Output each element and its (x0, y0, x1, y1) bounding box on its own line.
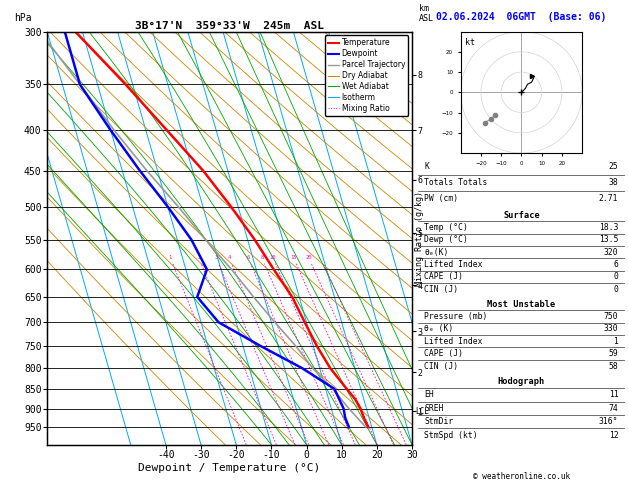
Text: 330: 330 (604, 324, 618, 333)
Text: Mixing Ratio (g/kg): Mixing Ratio (g/kg) (415, 191, 424, 286)
Text: 4: 4 (228, 255, 231, 260)
Text: Lifted Index: Lifted Index (425, 260, 483, 269)
Text: θₑ(K): θₑ(K) (425, 248, 449, 257)
Text: 20: 20 (306, 255, 312, 260)
Text: StmSpd (kt): StmSpd (kt) (425, 431, 478, 439)
Text: CAPE (J): CAPE (J) (425, 349, 464, 358)
Text: Hodograph: Hodograph (498, 377, 545, 386)
Text: 6: 6 (247, 255, 250, 260)
Text: kt: kt (465, 37, 475, 47)
Text: StmDir: StmDir (425, 417, 454, 426)
Text: EH: EH (425, 390, 434, 399)
Text: 02.06.2024  06GMT  (Base: 06): 02.06.2024 06GMT (Base: 06) (437, 12, 606, 22)
Text: 6: 6 (613, 260, 618, 269)
Text: CIN (J): CIN (J) (425, 285, 459, 294)
Text: Temp (°C): Temp (°C) (425, 223, 469, 232)
Text: 38: 38 (609, 178, 618, 187)
Text: 74: 74 (609, 404, 618, 413)
Text: 12: 12 (609, 431, 618, 439)
Text: θₑ (K): θₑ (K) (425, 324, 454, 333)
Text: 1: 1 (613, 337, 618, 346)
Legend: Temperature, Dewpoint, Parcel Trajectory, Dry Adiabat, Wet Adiabat, Isotherm, Mi: Temperature, Dewpoint, Parcel Trajectory… (325, 35, 408, 116)
Text: Pressure (mb): Pressure (mb) (425, 312, 488, 321)
Text: PW (cm): PW (cm) (425, 194, 459, 203)
Text: Totals Totals: Totals Totals (425, 178, 488, 187)
Text: hPa: hPa (14, 13, 32, 23)
Text: 750: 750 (604, 312, 618, 321)
Text: 2.71: 2.71 (599, 194, 618, 203)
Text: 3: 3 (214, 255, 218, 260)
Text: 59: 59 (609, 349, 618, 358)
Text: 0: 0 (613, 273, 618, 281)
Text: Surface: Surface (503, 210, 540, 220)
X-axis label: Dewpoint / Temperature (°C): Dewpoint / Temperature (°C) (138, 463, 321, 473)
Text: 320: 320 (604, 248, 618, 257)
Text: SREH: SREH (425, 404, 444, 413)
Text: Dewp (°C): Dewp (°C) (425, 235, 469, 244)
Text: 15: 15 (291, 255, 297, 260)
Text: 25: 25 (609, 162, 618, 172)
Text: 2: 2 (197, 255, 201, 260)
Text: CAPE (J): CAPE (J) (425, 273, 464, 281)
Title: 3B°17'N  359°33'W  245m  ASL: 3B°17'N 359°33'W 245m ASL (135, 21, 324, 31)
Text: 316°: 316° (599, 417, 618, 426)
Text: 18.3: 18.3 (599, 223, 618, 232)
Text: 1: 1 (169, 255, 172, 260)
Text: 8: 8 (260, 255, 264, 260)
Text: 13.5: 13.5 (599, 235, 618, 244)
Text: km
ASL: km ASL (420, 4, 434, 23)
Text: Lifted Index: Lifted Index (425, 337, 483, 346)
Text: 0: 0 (613, 285, 618, 294)
Text: Most Unstable: Most Unstable (487, 299, 555, 309)
Text: © weatheronline.co.uk: © weatheronline.co.uk (473, 472, 570, 481)
Text: 11: 11 (609, 390, 618, 399)
Text: 10: 10 (270, 255, 276, 260)
Text: LCL: LCL (416, 407, 430, 416)
Text: 58: 58 (609, 362, 618, 371)
Text: K: K (425, 162, 430, 172)
Text: CIN (J): CIN (J) (425, 362, 459, 371)
